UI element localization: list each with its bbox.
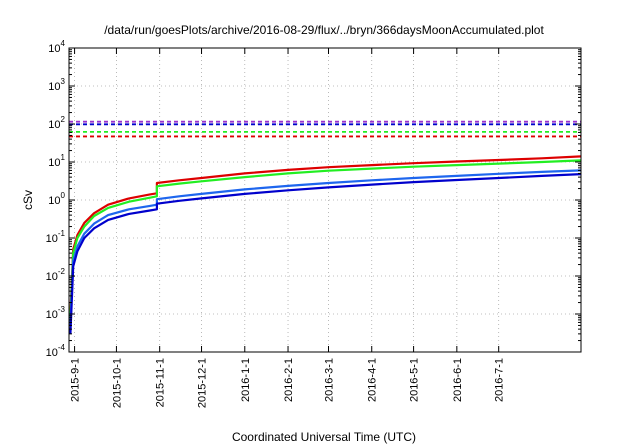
- x-axis: 2015-9-1 2015-10-1 2015-11-1 2015-12-1 2016-…: [70, 48, 506, 408]
- y-axis-label: cSv: [21, 190, 35, 210]
- x-tick-label: 2016-4-1: [367, 358, 379, 402]
- threshold-lines: [69, 120, 581, 138]
- series-lines: [69, 155, 582, 334]
- series-line: [69, 159, 582, 318]
- x-tick-label: 2016-6-1: [452, 358, 464, 402]
- x-tick-label: 2015-9-1: [70, 358, 82, 402]
- series-line: [69, 173, 582, 334]
- y-axis: 10-4 10-3 10-2 10-1 100 101 102 103 104: [46, 39, 581, 359]
- x-tick-label: 2016-5-1: [409, 358, 421, 402]
- x-tick-label: 2015-12-1: [197, 358, 209, 408]
- y-tick-label: 103: [48, 77, 65, 93]
- x-tick-label: 2015-10-1: [111, 358, 123, 408]
- y-tick-label: 100: [48, 191, 65, 207]
- y-tick-label: 10-2: [46, 267, 66, 283]
- grid: [69, 47, 581, 353]
- x-tick-label: 2015-11-1: [155, 358, 167, 407]
- x-tick-label: 2016-1-1: [240, 358, 252, 402]
- x-tick-label: 2016-3-1: [323, 358, 335, 402]
- y-tick-label: 101: [48, 153, 65, 169]
- x-tick-label: 2016-2-1: [283, 358, 295, 402]
- chart-title: /data/run/goesPlots/archive/2016-08-29/f…: [104, 23, 544, 37]
- x-axis-label: Coordinated Universal Time (UTC): [232, 430, 416, 444]
- x-tick-label: 2016-7-1: [494, 358, 506, 402]
- series-line: [69, 169, 582, 326]
- series-line: [69, 155, 582, 315]
- y-tick-label: 10-1: [46, 229, 66, 245]
- y-tick-label: 104: [48, 39, 65, 55]
- y-tick-label: 10-3: [46, 305, 66, 321]
- y-tick-label: 10-4: [46, 343, 66, 359]
- y-tick-label: 102: [48, 115, 65, 131]
